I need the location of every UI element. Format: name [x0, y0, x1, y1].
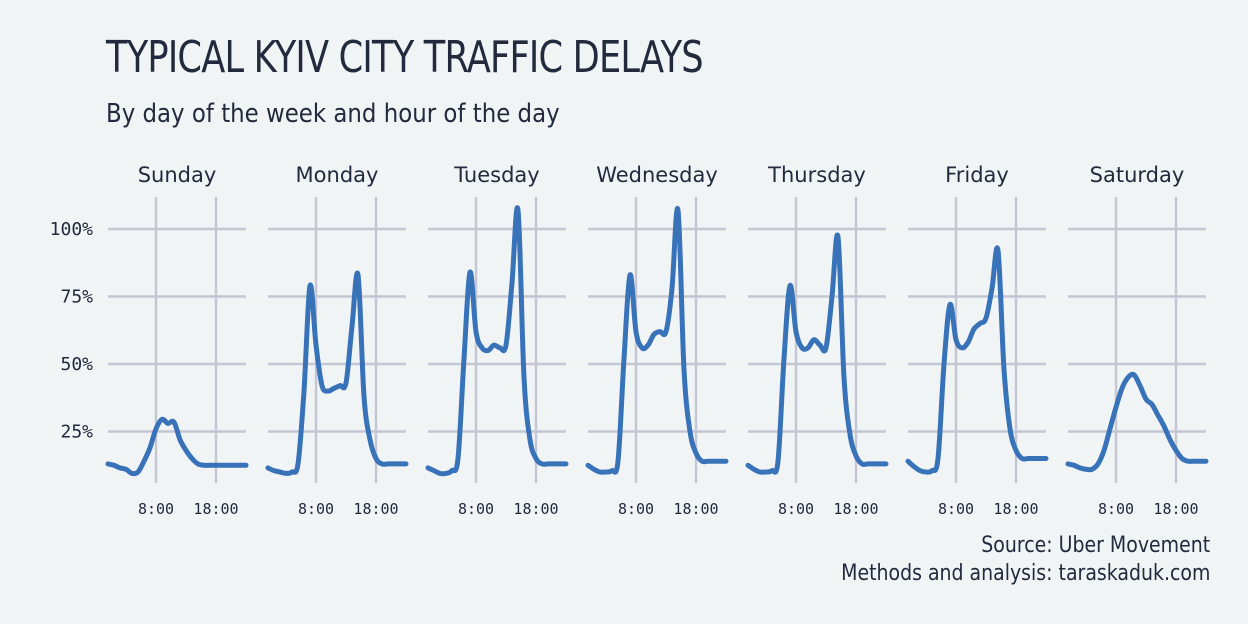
- facet-label: Wednesday: [596, 163, 718, 187]
- x-tick-label: 8:00: [618, 500, 654, 518]
- methods-caption: Methods and analysis: taraskaduk.com: [840, 561, 1210, 586]
- y-tick-label: 75%: [60, 287, 93, 308]
- facet-label: Monday: [296, 163, 379, 187]
- y-tick-label: 100%: [50, 219, 94, 240]
- x-tick-label: 18:00: [993, 500, 1038, 518]
- x-tick-label: 8:00: [778, 500, 814, 518]
- chart-subtitle: By day of the week and hour of the day: [106, 99, 560, 129]
- facet-label: Friday: [945, 163, 1009, 187]
- x-tick-label: 8:00: [458, 500, 494, 518]
- series-line-sunday: [105, 416, 249, 477]
- y-tick-label: 50%: [60, 354, 93, 375]
- x-tick-label: 18:00: [193, 500, 238, 518]
- labels: Sunday 8:00 18:00 Monday 8:00 18:00 Tuesday 8:0…: [50, 163, 1199, 518]
- series-line-friday: [905, 245, 1049, 475]
- series-lines: [105, 205, 1209, 477]
- x-tick-label: 8:00: [298, 500, 334, 518]
- facet-label: Saturday: [1090, 163, 1185, 187]
- series-line-tuesday: [425, 205, 569, 477]
- x-tick-label: 8:00: [138, 500, 174, 518]
- grid: [108, 197, 1206, 483]
- y-tick-label: 25%: [60, 422, 93, 443]
- source-caption: Source: Uber Movement: [981, 533, 1210, 558]
- series-line-saturday: [1065, 371, 1209, 473]
- series-line-monday: [265, 270, 409, 476]
- x-tick-label: 18:00: [833, 500, 878, 518]
- x-tick-label: 18:00: [673, 500, 718, 518]
- chart-title: TYPICAL KYIV CITY TRAFFIC DELAYS: [106, 32, 704, 83]
- facet-label: Thursday: [767, 163, 866, 187]
- x-tick-label: 18:00: [353, 500, 398, 518]
- facet-label: Tuesday: [453, 163, 539, 187]
- x-tick-label: 18:00: [513, 500, 558, 518]
- x-tick-label: 8:00: [938, 500, 974, 518]
- series-line-thursday: [745, 232, 889, 475]
- x-tick-label: 8:00: [1098, 500, 1134, 518]
- series-line-wednesday: [585, 205, 729, 475]
- facet-label: Sunday: [138, 163, 217, 187]
- x-tick-label: 18:00: [1153, 500, 1198, 518]
